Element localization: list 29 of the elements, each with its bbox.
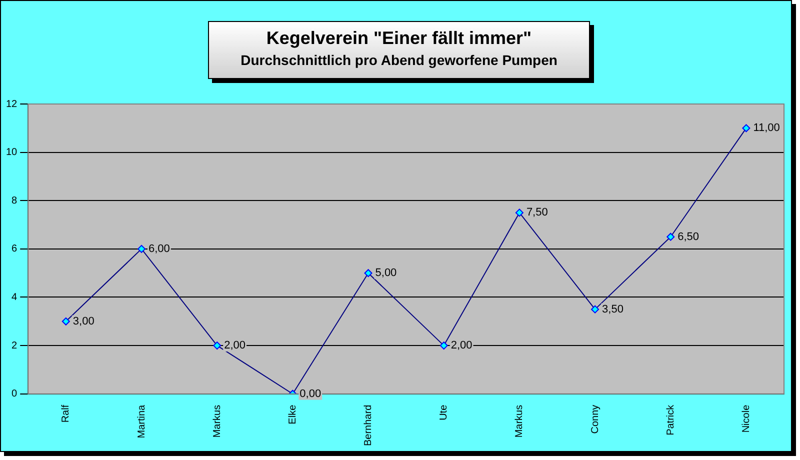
chart-subtitle: Durchschnittlich pro Abend geworfene Pumpen [240, 52, 558, 68]
x-tick-label: Bernhard [363, 404, 374, 446]
y-tick-label: 2 [12, 340, 18, 352]
data-label: 11,00 [753, 122, 780, 134]
x-tick-label: Patrick [665, 404, 676, 436]
data-label: 3,50 [602, 303, 624, 316]
data-label: 5,00 [375, 267, 397, 280]
x-tick-label: Nicole [740, 404, 752, 433]
y-tick-label: 6 [12, 244, 18, 255]
data-label: 6,50 [678, 230, 700, 243]
data-label: 2,00 [224, 340, 246, 352]
data-label: 0,00 [300, 388, 322, 400]
chart-title: Kegelverein "Einer fällt immer" [265, 28, 533, 49]
x-tick-label: Elke [287, 404, 298, 424]
y-tick-label: 0 [12, 388, 18, 400]
y-tick-label: 4 [12, 292, 18, 303]
x-tick-label: Conny [590, 404, 601, 434]
x-tick-label: Markus [212, 404, 223, 438]
x-tick-label: Markus [514, 404, 526, 438]
data-label: 3,00 [72, 315, 94, 328]
data-label: 2,00 [450, 340, 472, 352]
y-tick-label: 10 [6, 147, 18, 158]
x-tick-label: Martina [136, 404, 148, 438]
y-tick-label: 12 [6, 98, 18, 110]
y-tick-label: 8 [12, 195, 18, 206]
x-tick-label: Ralf [60, 404, 72, 423]
x-tick-label: Ute [438, 404, 450, 420]
data-label: 6,00 [148, 242, 170, 255]
data-label: 7,50 [526, 206, 548, 219]
